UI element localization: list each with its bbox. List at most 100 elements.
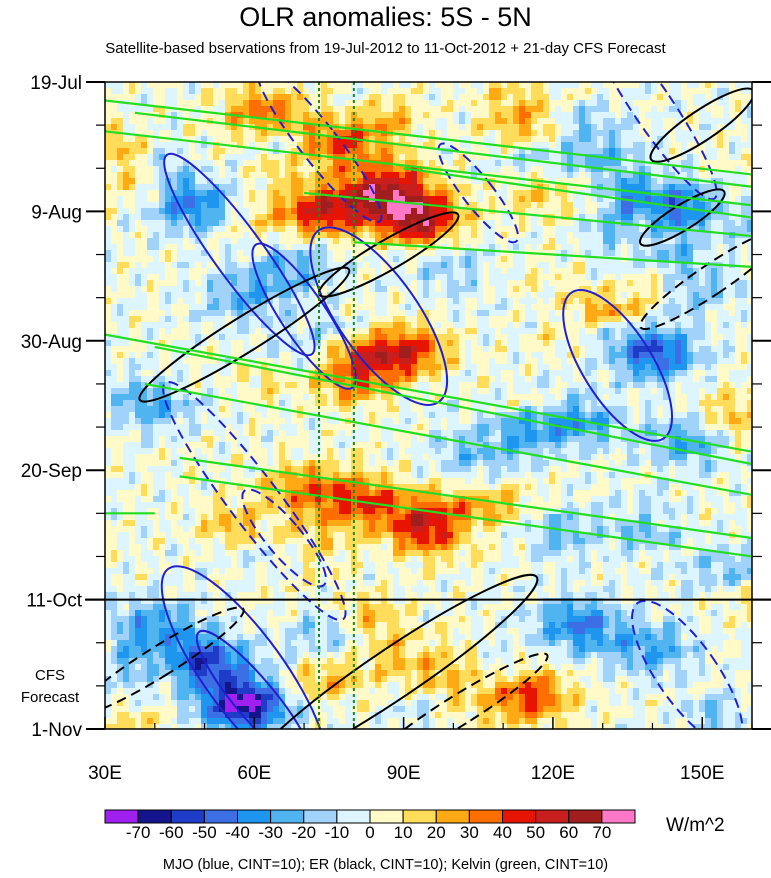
heatmap-cell [147,226,154,233]
heatmap-cell [621,352,628,359]
heatmap-cell [111,142,118,149]
heatmap-cell [705,160,712,167]
heatmap-cell [357,88,364,95]
heatmap-cell [165,172,172,179]
heatmap-cell [609,244,616,251]
heatmap-cell [369,178,376,185]
heatmap-cell [243,334,250,341]
heatmap-cell [693,292,700,299]
heatmap-cell [129,160,136,167]
heatmap-cell [135,316,142,323]
heatmap-cell [573,238,580,245]
heatmap-cell [621,346,628,353]
heatmap-cell [435,220,442,227]
heatmap-cell [219,280,226,287]
heatmap-cell [207,292,214,299]
heatmap-cell [273,280,280,287]
heatmap-cell [297,202,304,209]
heatmap-cell [345,352,352,359]
heatmap-cell [591,196,598,203]
heatmap-cell [273,352,280,359]
heatmap-cell [711,226,718,233]
heatmap-cell [135,130,142,137]
heatmap-cell [345,232,352,239]
heatmap-cell [129,88,136,95]
heatmap-cell [111,118,118,125]
heatmap-cell [561,226,568,233]
heatmap-cell [621,142,628,149]
heatmap-cell [729,298,736,305]
heatmap-cell [309,172,316,179]
heatmap-cell [573,256,580,263]
heatmap-cell [729,328,736,335]
heatmap-cell [519,172,526,179]
heatmap-cell [741,166,748,173]
heatmap-cell [597,334,604,341]
heatmap-cell [477,274,484,281]
heatmap-cell [705,268,712,275]
heatmap-cell [243,166,250,173]
heatmap-cell [429,208,436,215]
heatmap-cell [105,250,112,257]
heatmap-cell [225,346,232,353]
heatmap-cell [243,82,250,89]
heatmap-cell [681,316,688,323]
heatmap-cell [693,340,700,347]
heatmap-cell [147,190,154,197]
heatmap-cell [543,208,550,215]
heatmap-cell [315,238,322,245]
heatmap-cell [729,160,736,167]
heatmap-cell [315,334,322,341]
heatmap-cell [291,250,298,257]
heatmap-cell [339,142,346,149]
heatmap-cell [447,106,454,113]
heatmap-cell [291,316,298,323]
heatmap-cell [597,340,604,347]
heatmap-cell [699,238,706,245]
heatmap-cell [171,244,178,251]
heatmap-cell [381,280,388,287]
heatmap-cell [513,130,520,137]
heatmap-cell [645,304,652,311]
heatmap-cell [447,160,454,167]
heatmap-cell [555,94,562,101]
heatmap-cell [405,268,412,275]
heatmap-cell [339,298,346,305]
heatmap-cell [237,172,244,179]
heatmap-cell [615,250,622,257]
heatmap-cell [291,124,298,131]
heatmap-cell [615,124,622,131]
heatmap-cell [291,208,298,215]
heatmap-cell [351,292,358,299]
heatmap-cell [729,316,736,323]
heatmap-cell [693,172,700,179]
heatmap-cell [165,226,172,233]
heatmap-cell [471,352,478,359]
heatmap-cell [213,94,220,101]
heatmap-cell [705,316,712,323]
heatmap-cell [477,172,484,179]
heatmap-cell [249,178,256,185]
heatmap-cell [363,346,370,353]
heatmap-cell [735,328,742,335]
heatmap-cell [285,190,292,197]
heatmap-cell [225,148,232,155]
heatmap-cell [747,118,752,125]
heatmap-cell [579,178,586,185]
heatmap-cell [657,262,664,269]
heatmap-cell [591,124,598,131]
heatmap-cell [681,250,688,257]
heatmap-cell [639,154,646,161]
heatmap-cell [501,244,508,251]
heatmap-cell [303,166,310,173]
heatmap-cell [429,148,436,155]
heatmap-cell [717,112,724,119]
heatmap-cell [201,328,208,335]
heatmap-cell [225,190,232,197]
heatmap-cell [237,196,244,203]
heatmap-cell [177,184,184,191]
heatmap-cell [105,118,112,125]
heatmap-cell [573,208,580,215]
heatmap-cell [165,148,172,155]
heatmap-cell [219,100,226,107]
